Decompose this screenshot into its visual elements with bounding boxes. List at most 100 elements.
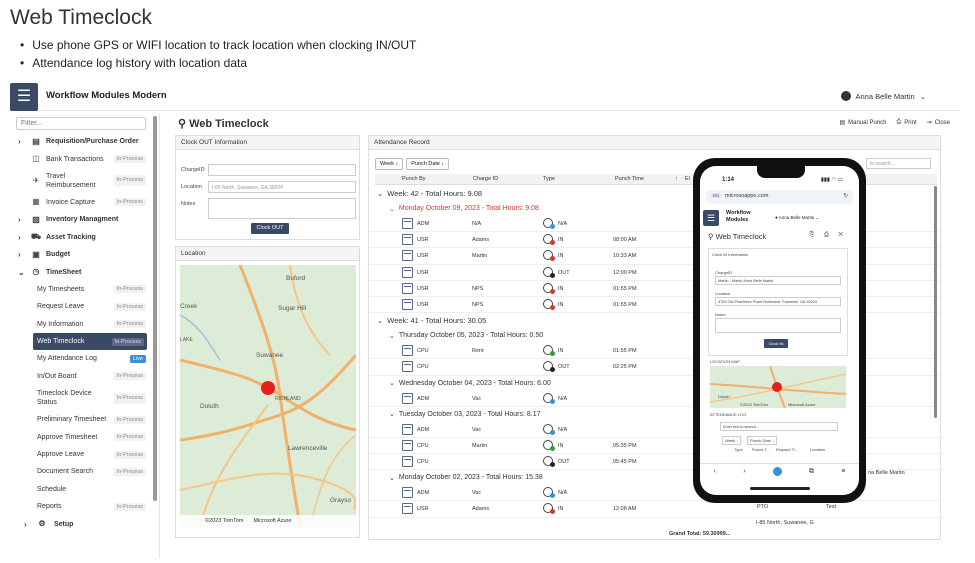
punch-time-cell: 08:00 AM <box>613 237 637 244</box>
user-menu[interactable]: Anna Belle Martin ⌄ <box>840 91 926 101</box>
invoice-icon: ▦ <box>32 197 40 207</box>
location-input[interactable]: I-85 North, Suwanee, GA 30024 <box>208 181 356 193</box>
phone-charge-select[interactable]: Martin - Martin Anna Belle Martin <box>715 276 841 285</box>
table-row[interactable]: CPU OUT 05:45 PM <box>369 454 942 471</box>
sidebar-item-timesheet[interactable]: ⌄ ◷ TimeSheet <box>10 263 150 280</box>
hamburger-menu-icon[interactable]: ☰ <box>10 83 38 111</box>
print-button[interactable]: ⎙ Print <box>896 119 916 126</box>
phone-url-bar[interactable]: RG microsoappo.com ↻ <box>706 190 853 204</box>
sidebar-filter-input[interactable] <box>16 117 146 130</box>
week-group-header[interactable]: ⌄ Week: 42 - Total Hours: 9.08 <box>369 186 942 201</box>
phone-map-copyright: ©2024 TomTom <box>740 402 768 407</box>
clock-out-button[interactable]: Clock OUT <box>251 223 289 234</box>
phone-user-menu[interactable]: ● Anna Belle Martin ⌄ <box>775 215 820 220</box>
sidebar-item-bank-transactions[interactable]: ◫ Bank Transactions In-Process <box>10 150 150 167</box>
sidebar-item-inventory[interactable]: › ▧ Inventory Managment <box>10 211 150 228</box>
sidebar-scrollbar[interactable] <box>153 116 157 501</box>
hamburger-menu-icon[interactable]: ☰ <box>703 210 719 226</box>
chevron-down-icon: ⌄ <box>377 316 384 326</box>
phone-log-search[interactable]: Enter text to search... <box>720 422 838 431</box>
day-group-header[interactable]: ⌄ Tuesday October 03, 2023 - Total Hours:… <box>369 407 942 422</box>
table-row[interactable]: ADM N/A N/A <box>369 216 942 233</box>
back-icon[interactable]: ‹ <box>713 468 716 475</box>
column-header[interactable]: Type <box>543 176 555 182</box>
charge-id-cell: NPS <box>472 301 484 308</box>
tabs-icon[interactable]: ⧉ <box>809 467 814 475</box>
week-group-header[interactable]: ⌄ Week: 41 - Total Hours: 30.05 <box>369 313 942 328</box>
sidebar-item-schedule[interactable]: Schedule <box>10 481 150 498</box>
phone-action-icons[interactable]: ⎘ ⎙ ✕ <box>809 232 847 238</box>
table-row[interactable]: ADM Vac N/A <box>369 422 942 438</box>
budget-icon: ▣ <box>32 249 40 259</box>
menu-icon[interactable]: ≡ <box>841 468 846 475</box>
column-header[interactable]: Charge ID <box>473 176 499 182</box>
table-row[interactable]: USR OUT 12:00 PM <box>369 265 942 281</box>
punch-by-cell: ADM <box>417 426 430 433</box>
sidebar-item-budget[interactable]: › ▣ Budget <box>10 246 150 263</box>
sidebar-item-invoice-capture[interactable]: ▦ Invoice Capture In-Process <box>10 194 150 211</box>
phone-log-column: Elapsed Ti... <box>776 447 799 452</box>
notes-textarea[interactable] <box>208 198 356 219</box>
forward-icon[interactable]: › <box>743 468 746 475</box>
week-label: Week <box>380 161 394 167</box>
charge-id-input[interactable] <box>208 164 356 176</box>
sidebar-item-reports[interactable]: Reports In-Process <box>10 498 150 515</box>
table-row[interactable]: CPU Martin IN 05:35 PM <box>369 438 942 455</box>
week-group-button[interactable]: Week ↓ <box>375 158 404 170</box>
day-group-header[interactable]: ⌄ Thursday October 05, 2023 - Total Hours… <box>369 328 942 343</box>
sidebar-item-my-timesheets[interactable]: My Timesheets In-Process <box>10 281 150 298</box>
close-button[interactable]: ⇥ Close <box>927 119 950 127</box>
phone-location-map[interactable]: Duluth ©2024 TomTom Microsoft Azure <box>710 366 846 408</box>
sidebar-item-timeclock-device-status[interactable]: Timeclock Device Status In-Process <box>10 385 150 411</box>
phone-screen: 1:14 ▮▮▮ ◠ ▭ RG microsoappo.com ↻ ☰ Workfl… <box>700 166 859 495</box>
table-row[interactable]: ADM Vac N/A <box>369 391 942 407</box>
table-row[interactable]: CPU OUT 02:25 PM <box>369 359 942 376</box>
table-row[interactable]: USR Adams IN 08:00 AM <box>369 232 942 249</box>
sidebar-item-approve-timesheet[interactable]: Approve Timesheet In-Process <box>10 428 150 445</box>
phone-location-label: Location <box>715 291 731 296</box>
app-name: Workflow Modules Modern <box>46 90 167 101</box>
sidebar-item-document-search[interactable]: Document Search In-Process <box>10 463 150 480</box>
sidebar-item-preliminary-timesheet[interactable]: Preliminary Timesheet In-Process <box>10 411 150 428</box>
column-header[interactable]: El <box>685 176 690 182</box>
phone-week-button[interactable]: Week ↓ <box>722 436 742 445</box>
location-map[interactable]: Buford Sugar Hill Suwanee Duluth Lawrenc… <box>180 265 356 527</box>
day-group-header[interactable]: ⌄ Monday October 02, 2023 - Total Hours: … <box>369 470 942 485</box>
sidebar-item-my-attendance-log[interactable]: My Attendance Log Live <box>10 350 150 367</box>
sidebar-item-web-timeclock[interactable]: Web Timeclock In-Process <box>33 332 147 351</box>
phone-clock-in-button[interactable]: Clock IN <box>764 339 788 348</box>
sidebar-item-setup[interactable]: › ⚙ Setup <box>10 515 150 532</box>
sidebar-item-my-information[interactable]: My Information In-Process <box>10 316 150 333</box>
table-row[interactable]: USR Martin IN 10:33 AM <box>369 248 942 265</box>
attendance-search-input[interactable]: to search... <box>866 158 931 169</box>
phone-notes-input[interactable] <box>715 318 841 333</box>
phone-location-input[interactable]: 4763 Old Peachtree Road Northwest, Suwan… <box>715 297 841 306</box>
table-row[interactable]: USR NPS IN 01:55 PM <box>369 297 942 314</box>
table-row[interactable]: USR NPS IN 01:55 PM <box>369 281 942 297</box>
clock-status-icon <box>543 361 555 373</box>
attendance-scrollbar[interactable] <box>934 186 937 418</box>
reload-icon[interactable]: ↻ <box>843 193 848 199</box>
column-header[interactable]: Punch Time <box>615 176 645 182</box>
manual-punch-button[interactable]: ▤ Manual Punch <box>839 119 886 127</box>
phone-punch-date-button[interactable]: Punch Date ↓ <box>747 436 778 445</box>
table-row[interactable]: CPU Rent IN 01:55 PM <box>369 343 942 360</box>
map-label: RICHLAND <box>275 396 301 402</box>
home-icon[interactable] <box>772 467 782 476</box>
sidebar-item-approve-leave[interactable]: Approve Leave In-Process <box>10 446 150 463</box>
column-header[interactable]: Punch By <box>402 176 426 182</box>
punch-date-group-button[interactable]: Punch Date ↓ <box>406 158 450 170</box>
attendance-rows: ⌄ Week: 42 - Total Hours: 9.08 ⌄ Monday Oct… <box>369 186 942 518</box>
calendar-icon <box>402 503 413 515</box>
clock-status-icon <box>543 234 555 246</box>
sidebar-item-in-out-board[interactable]: In/Out Board In-Process <box>10 368 150 385</box>
table-row[interactable]: ADM Vac N/A <box>369 485 942 502</box>
sidebar-item-request-leave[interactable]: Request Leave In-Process <box>10 298 150 315</box>
table-row[interactable]: USR Adams IN 12:08 AM <box>369 501 942 518</box>
day-group-header[interactable]: ⌄ Monday October 09, 2023 - Total Hours: … <box>369 201 942 216</box>
sidebar-item-asset-tracking[interactable]: › ⛟ Asset Tracking <box>10 229 150 246</box>
day-group-header[interactable]: ⌄ Wednesday October 04, 2023 - Total Hour… <box>369 376 942 391</box>
sidebar-item-travel-reimbursement[interactable]: ✈ Travel Reimbursement In-Process <box>10 168 150 194</box>
sidebar-item-requisition[interactable]: › ▤ Requisition/Purchase Order <box>10 133 150 150</box>
sort-up-icon[interactable]: ↑ <box>675 176 678 182</box>
